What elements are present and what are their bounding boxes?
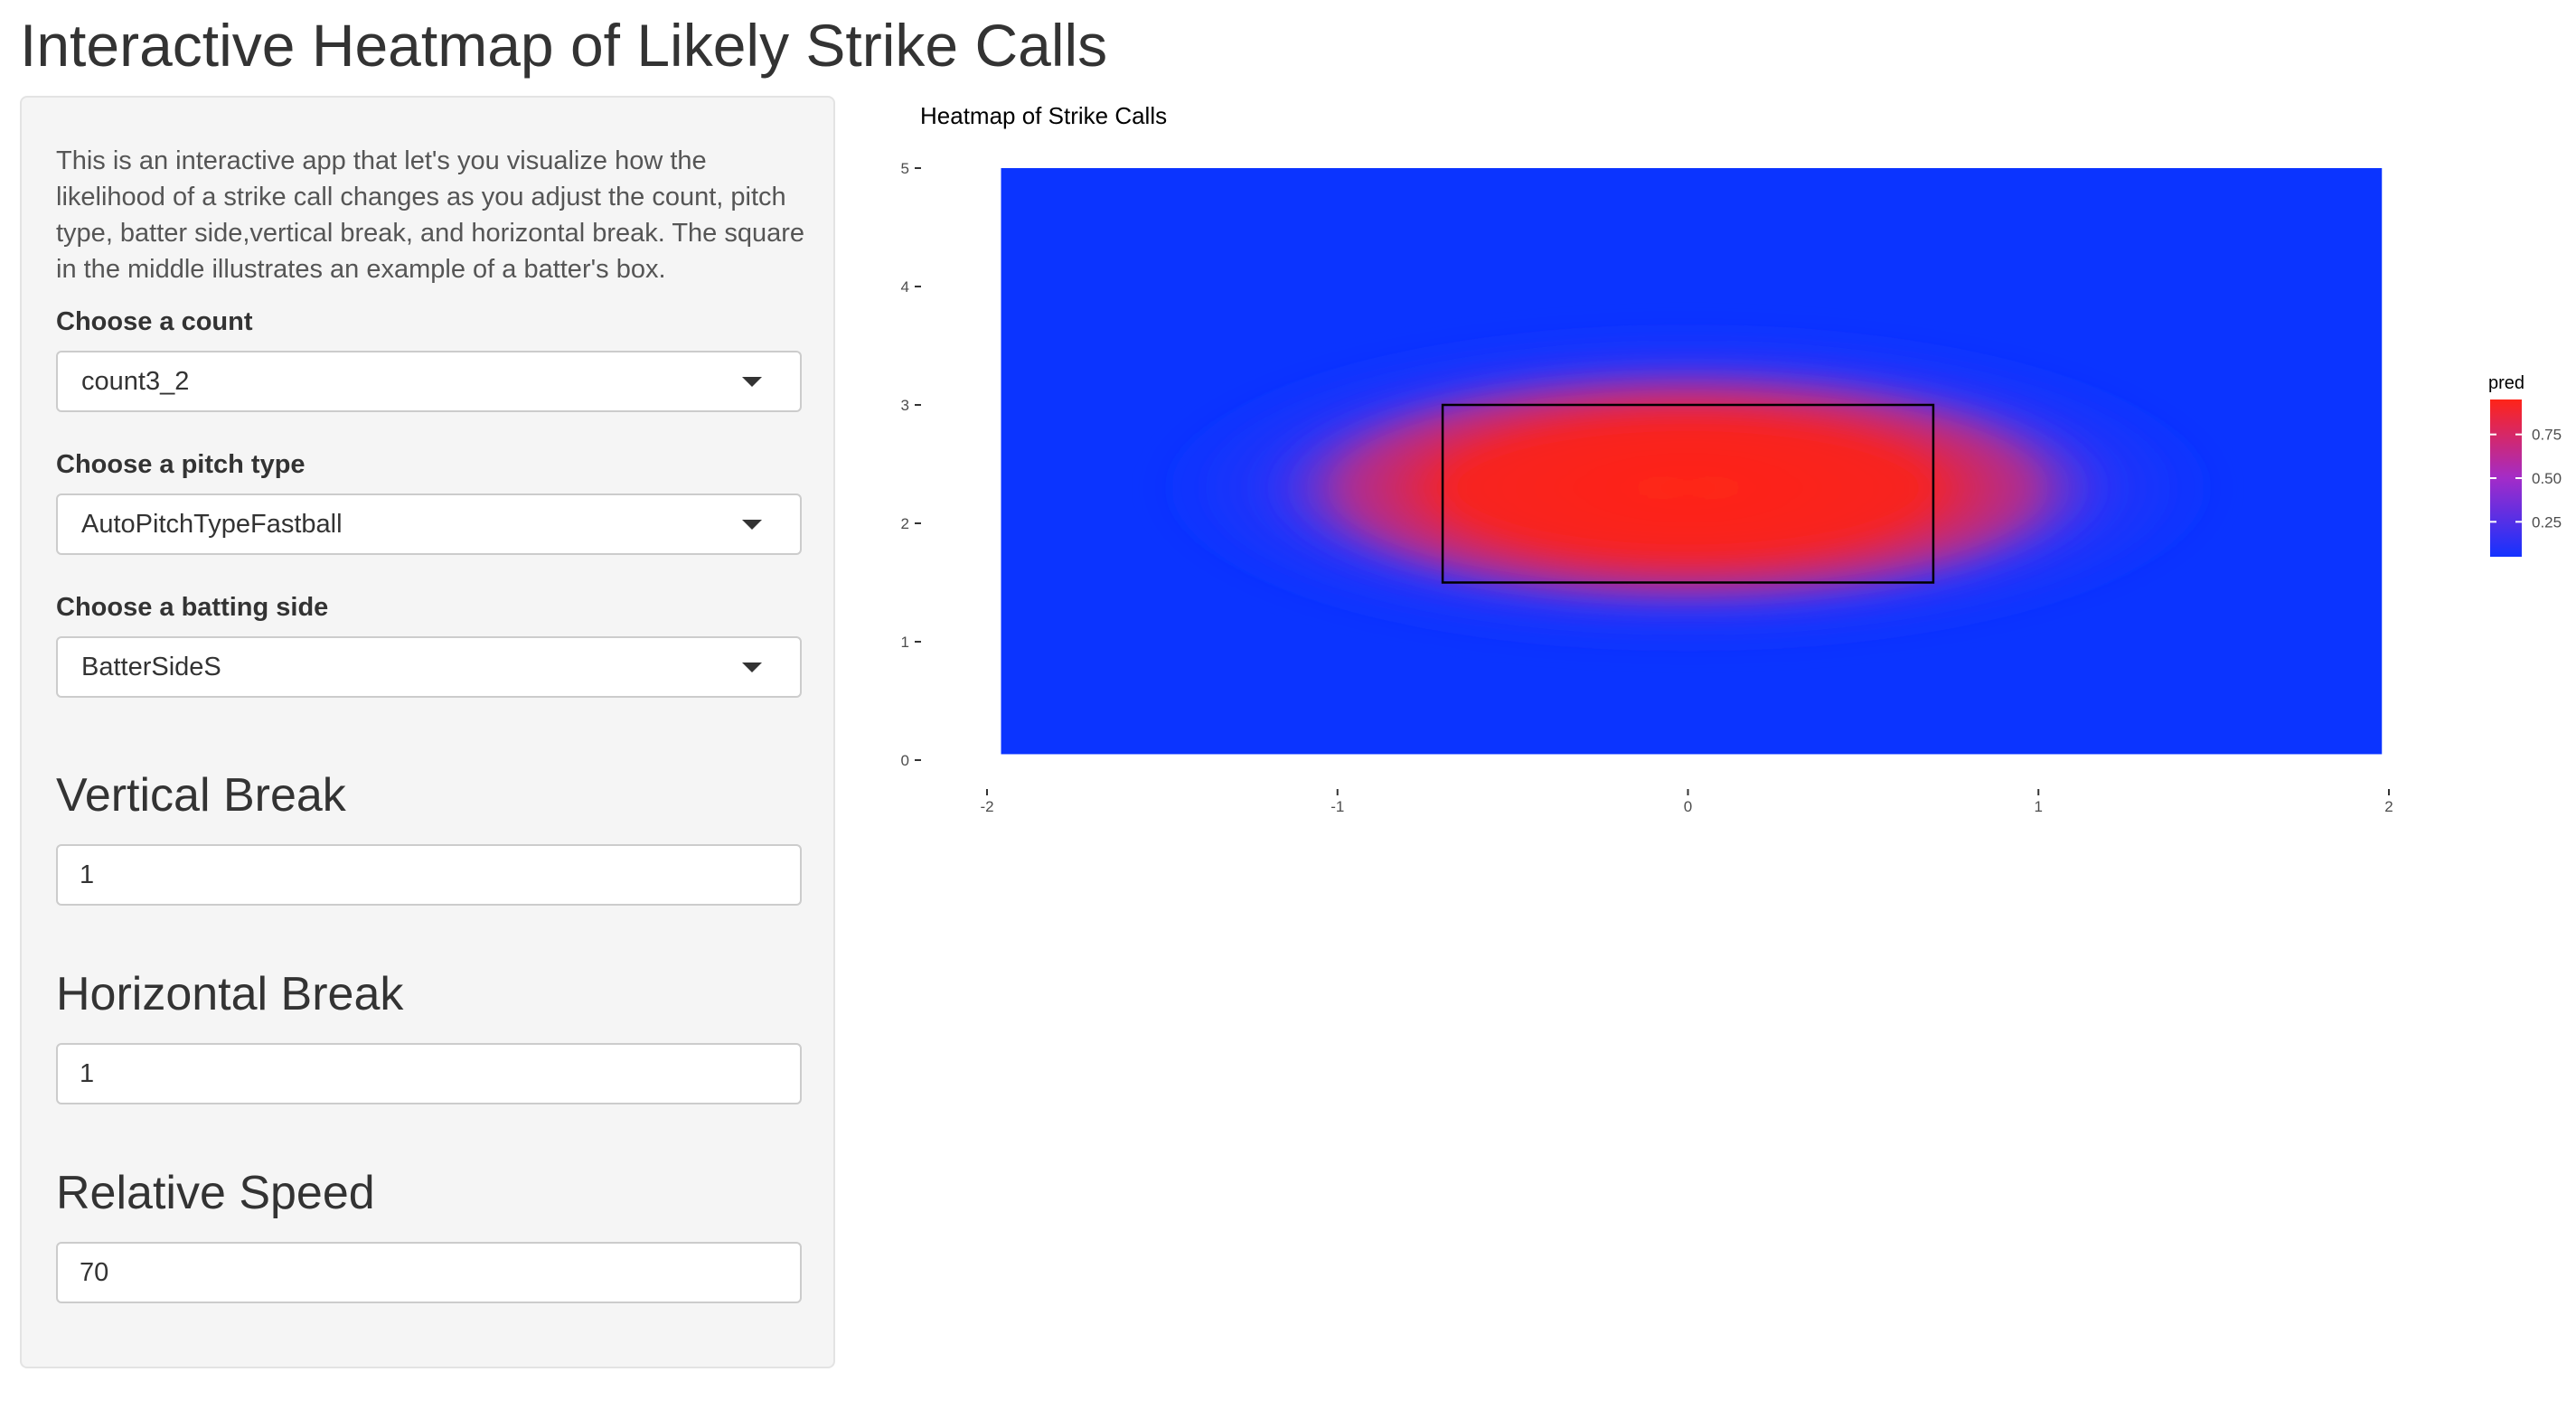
count-select-value: count3_2	[81, 366, 190, 396]
y-axis: 0 1 2 3 4 5	[901, 160, 921, 769]
horizontal-break-input[interactable]	[56, 1043, 802, 1104]
vertical-break-input[interactable]	[56, 844, 802, 906]
x-tick-label: -1	[1330, 798, 1344, 815]
relative-speed-heading: Relative Speed	[56, 1167, 375, 1219]
chevron-down-icon	[742, 519, 762, 530]
batting-side-select-value: BatterSideS	[81, 652, 221, 681]
legend-tick-label: 0.25	[2532, 513, 2562, 531]
app-description: This is an interactive app that let's yo…	[56, 146, 805, 284]
relative-speed-input[interactable]	[56, 1242, 802, 1303]
batting-side-select[interactable]: BatterSideS	[56, 636, 802, 698]
legend-tick-label: 0.75	[2532, 427, 2562, 444]
x-axis: -2 -1 0 1 2	[980, 789, 2393, 815]
strike-heatmap-plot: Heatmap of Strike Calls 0 1 2 3 4 5 -2 -1 0 1 2 p…	[901, 102, 2562, 815]
pitch-type-label: Choose a pitch type	[56, 450, 306, 479]
x-tick-label: 2	[2384, 798, 2393, 815]
heatmap-layer	[1001, 168, 2383, 755]
chevron-down-icon	[742, 376, 762, 387]
batting-side-label: Choose a batting side	[56, 593, 329, 622]
y-tick-label: 4	[901, 278, 909, 296]
y-tick-label: 3	[901, 397, 909, 414]
legend-title: pred	[2488, 373, 2524, 393]
legend-ticks: 0.25 0.50 0.75	[2490, 427, 2562, 531]
x-tick-label: 0	[1684, 798, 1692, 815]
color-legend: pred 0.25 0.50 0.75	[2488, 373, 2562, 557]
strike-zone-box	[1441, 403, 1935, 584]
horizontal-break-heading: Horizontal Break	[56, 968, 404, 1020]
chart-title: Heatmap of Strike Calls	[920, 102, 1167, 129]
y-tick-label: 1	[901, 634, 909, 651]
y-tick-label: 2	[901, 515, 909, 532]
heatmap-core	[1260, 363, 2116, 613]
count-label: Choose a count	[56, 307, 253, 336]
pitch-type-select[interactable]: AutoPitchTypeFastball	[56, 493, 802, 555]
x-tick-label: 1	[2035, 798, 2043, 815]
legend-tick-label: 0.50	[2532, 470, 2562, 487]
y-tick-label: 5	[901, 160, 909, 177]
vertical-break-heading: Vertical Break	[56, 769, 346, 822]
sidebar-panel: This is an interactive app that let's yo…	[20, 96, 835, 1368]
pitch-type-select-value: AutoPitchTypeFastball	[81, 509, 343, 539]
x-tick-label: -2	[980, 798, 993, 815]
chevron-down-icon	[742, 662, 762, 672]
page-title: Interactive Heatmap of Likely Strike Cal…	[20, 12, 1108, 79]
count-select[interactable]: count3_2	[56, 351, 802, 412]
y-tick-label: 0	[901, 752, 909, 769]
